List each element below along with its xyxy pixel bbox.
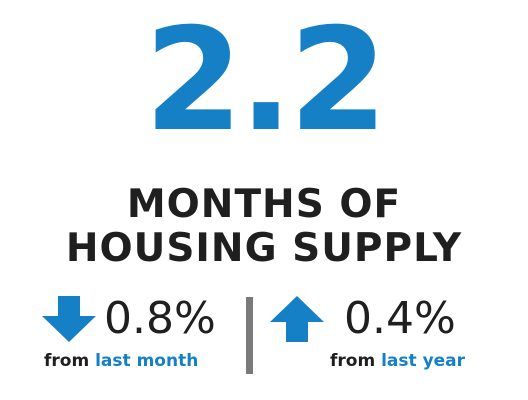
arrow-down-icon bbox=[42, 296, 96, 342]
monthly-change-value: 0.8% bbox=[104, 293, 216, 344]
headline-line-1: MONTHS OF bbox=[126, 182, 402, 227]
monthly-change-caption: from last month bbox=[44, 350, 198, 372]
yearly-change-caption: from last year bbox=[330, 350, 465, 372]
arrow-up-icon bbox=[270, 296, 324, 342]
caption-prefix: from bbox=[44, 351, 90, 371]
monthly-change-stat: 0.8% bbox=[40, 294, 240, 344]
caption-period: last year bbox=[381, 351, 466, 371]
caption-prefix: from bbox=[330, 351, 376, 371]
yearly-change-value: 0.4% bbox=[344, 293, 456, 344]
caption-period: last month bbox=[95, 351, 199, 371]
yearly-change-stat: 0.4% bbox=[270, 294, 490, 344]
supply-value: 2.2 bbox=[144, 0, 388, 163]
stat-divider bbox=[246, 297, 253, 374]
headline-line-2: HOUSING SUPPLY bbox=[65, 226, 463, 271]
